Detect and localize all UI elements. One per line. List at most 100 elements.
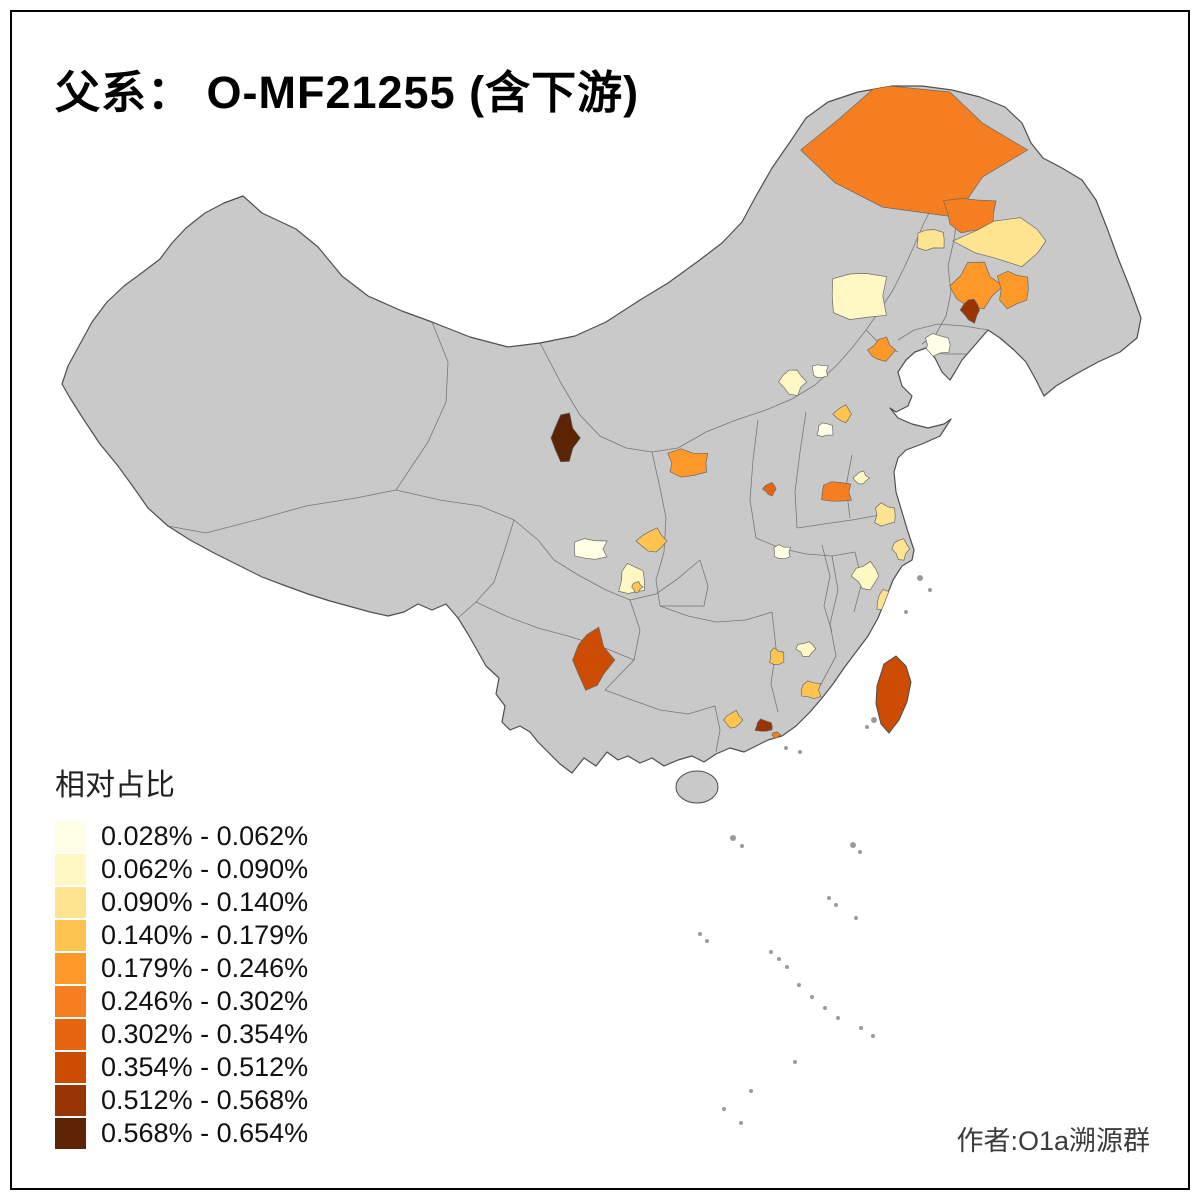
legend-swatch: [55, 1052, 86, 1083]
small-island-dot: [739, 1121, 743, 1125]
province-border: [604, 599, 641, 691]
map-region: [850, 560, 880, 591]
province-border: [794, 411, 807, 529]
map-region: [816, 422, 834, 437]
map-region: [754, 718, 773, 732]
legend-label: 0.140% - 0.179%: [101, 920, 309, 950]
province-border: [395, 489, 555, 561]
small-island-dot: [785, 965, 789, 969]
legend-swatch: [55, 953, 86, 984]
hainan-island: [675, 770, 719, 804]
small-island-dot: [784, 746, 788, 750]
map-region: [951, 217, 1047, 268]
legend-swatch: [55, 821, 86, 852]
province-border: [457, 519, 515, 619]
province-border: [659, 605, 773, 623]
legend-label: 0.062% - 0.090%: [101, 854, 309, 884]
small-island-dot: [722, 1107, 726, 1111]
map-region: [959, 298, 980, 324]
map-region: [996, 270, 1029, 310]
legend-row: 0.179% - 0.246%: [55, 952, 308, 985]
china-outline: [61, 85, 1142, 774]
legend-swatch: [55, 920, 86, 951]
map-region: [852, 470, 871, 485]
small-island-dot: [810, 995, 814, 999]
province-border: [770, 611, 779, 713]
map-region: [831, 273, 888, 320]
legend-label: 0.302% - 0.354%: [101, 1019, 309, 1049]
map-region: [949, 261, 1004, 309]
legend-label: 0.512% - 0.568%: [101, 1085, 309, 1115]
small-island-dot: [740, 844, 744, 848]
small-island-dot: [698, 932, 702, 936]
small-island-dot: [798, 750, 802, 754]
small-island-dot: [859, 1026, 863, 1030]
province-border: [660, 559, 709, 607]
small-island-dot: [850, 842, 856, 848]
map-region: [635, 527, 668, 553]
legend-label: 0.028% - 0.062%: [101, 821, 309, 851]
map-region: [761, 482, 777, 497]
legend-row: 0.354% - 0.512%: [55, 1051, 308, 1084]
legend: 相对占比 0.028% - 0.062% 0.062% - 0.090% 0.090…: [55, 760, 308, 1150]
map-region: [574, 538, 608, 560]
map-region: [550, 412, 581, 463]
legend-row: 0.512% - 0.568%: [55, 1084, 308, 1117]
small-island-dot: [854, 916, 858, 920]
small-island-dot: [871, 717, 877, 723]
legend-row: 0.090% - 0.140%: [55, 886, 308, 919]
legend-row: 0.140% - 0.179%: [55, 919, 308, 952]
small-island-dot: [793, 1060, 797, 1064]
map-region: [631, 581, 644, 593]
legend-row: 0.028% - 0.062%: [55, 820, 308, 853]
small-island-dot: [749, 1089, 753, 1093]
map-region: [874, 502, 896, 527]
small-island-dot: [834, 903, 838, 907]
legend-swatch: [55, 1019, 86, 1050]
author-credit: 作者:O1a溯源群: [956, 1126, 1150, 1156]
map-region: [867, 336, 897, 362]
province-border: [604, 689, 716, 715]
province-border: [821, 544, 833, 633]
map-region: [800, 680, 822, 700]
legend-label: 0.090% - 0.140%: [101, 887, 309, 917]
map-region: [572, 626, 616, 691]
small-island-dot: [865, 725, 869, 729]
province-border: [749, 419, 759, 539]
small-island-dot: [730, 835, 736, 841]
legend-swatch: [55, 887, 86, 918]
map-region: [723, 709, 744, 729]
province-borders: [167, 189, 1015, 753]
province-border: [714, 705, 721, 753]
map-region: [773, 544, 791, 560]
map-region: [832, 404, 852, 424]
legend-swatch: [55, 986, 86, 1017]
small-island-dot: [904, 610, 908, 614]
legend-row: 0.302% - 0.354%: [55, 1018, 308, 1051]
small-island-dot: [836, 1016, 840, 1020]
legend-swatch: [55, 854, 86, 885]
small-island-dot: [797, 983, 801, 987]
legend-row: 0.246% - 0.302%: [55, 985, 308, 1018]
small-island-dot: [705, 939, 709, 943]
map-region: [811, 364, 829, 378]
map-region: [821, 481, 852, 502]
small-island-dot: [777, 957, 781, 961]
legend-label: 0.354% - 0.512%: [101, 1052, 309, 1082]
legend-title: 相对占比: [55, 769, 175, 802]
map-region: [916, 229, 945, 251]
highlighted-regions: [550, 86, 1047, 739]
small-island-dot: [769, 950, 773, 954]
map-region: [778, 369, 808, 396]
province-border: [819, 555, 839, 687]
map-region: [891, 538, 911, 561]
small-island-dot: [917, 575, 923, 581]
map-region: [769, 647, 785, 665]
legend-row: 0.062% - 0.090%: [55, 853, 308, 886]
legend-label: 0.246% - 0.302%: [101, 986, 309, 1016]
legend-row: 0.568% - 0.654%: [55, 1117, 308, 1150]
legend-rows: 0.028% - 0.062% 0.062% - 0.090% 0.090% - 0…: [55, 820, 308, 1150]
province-border: [651, 451, 667, 607]
